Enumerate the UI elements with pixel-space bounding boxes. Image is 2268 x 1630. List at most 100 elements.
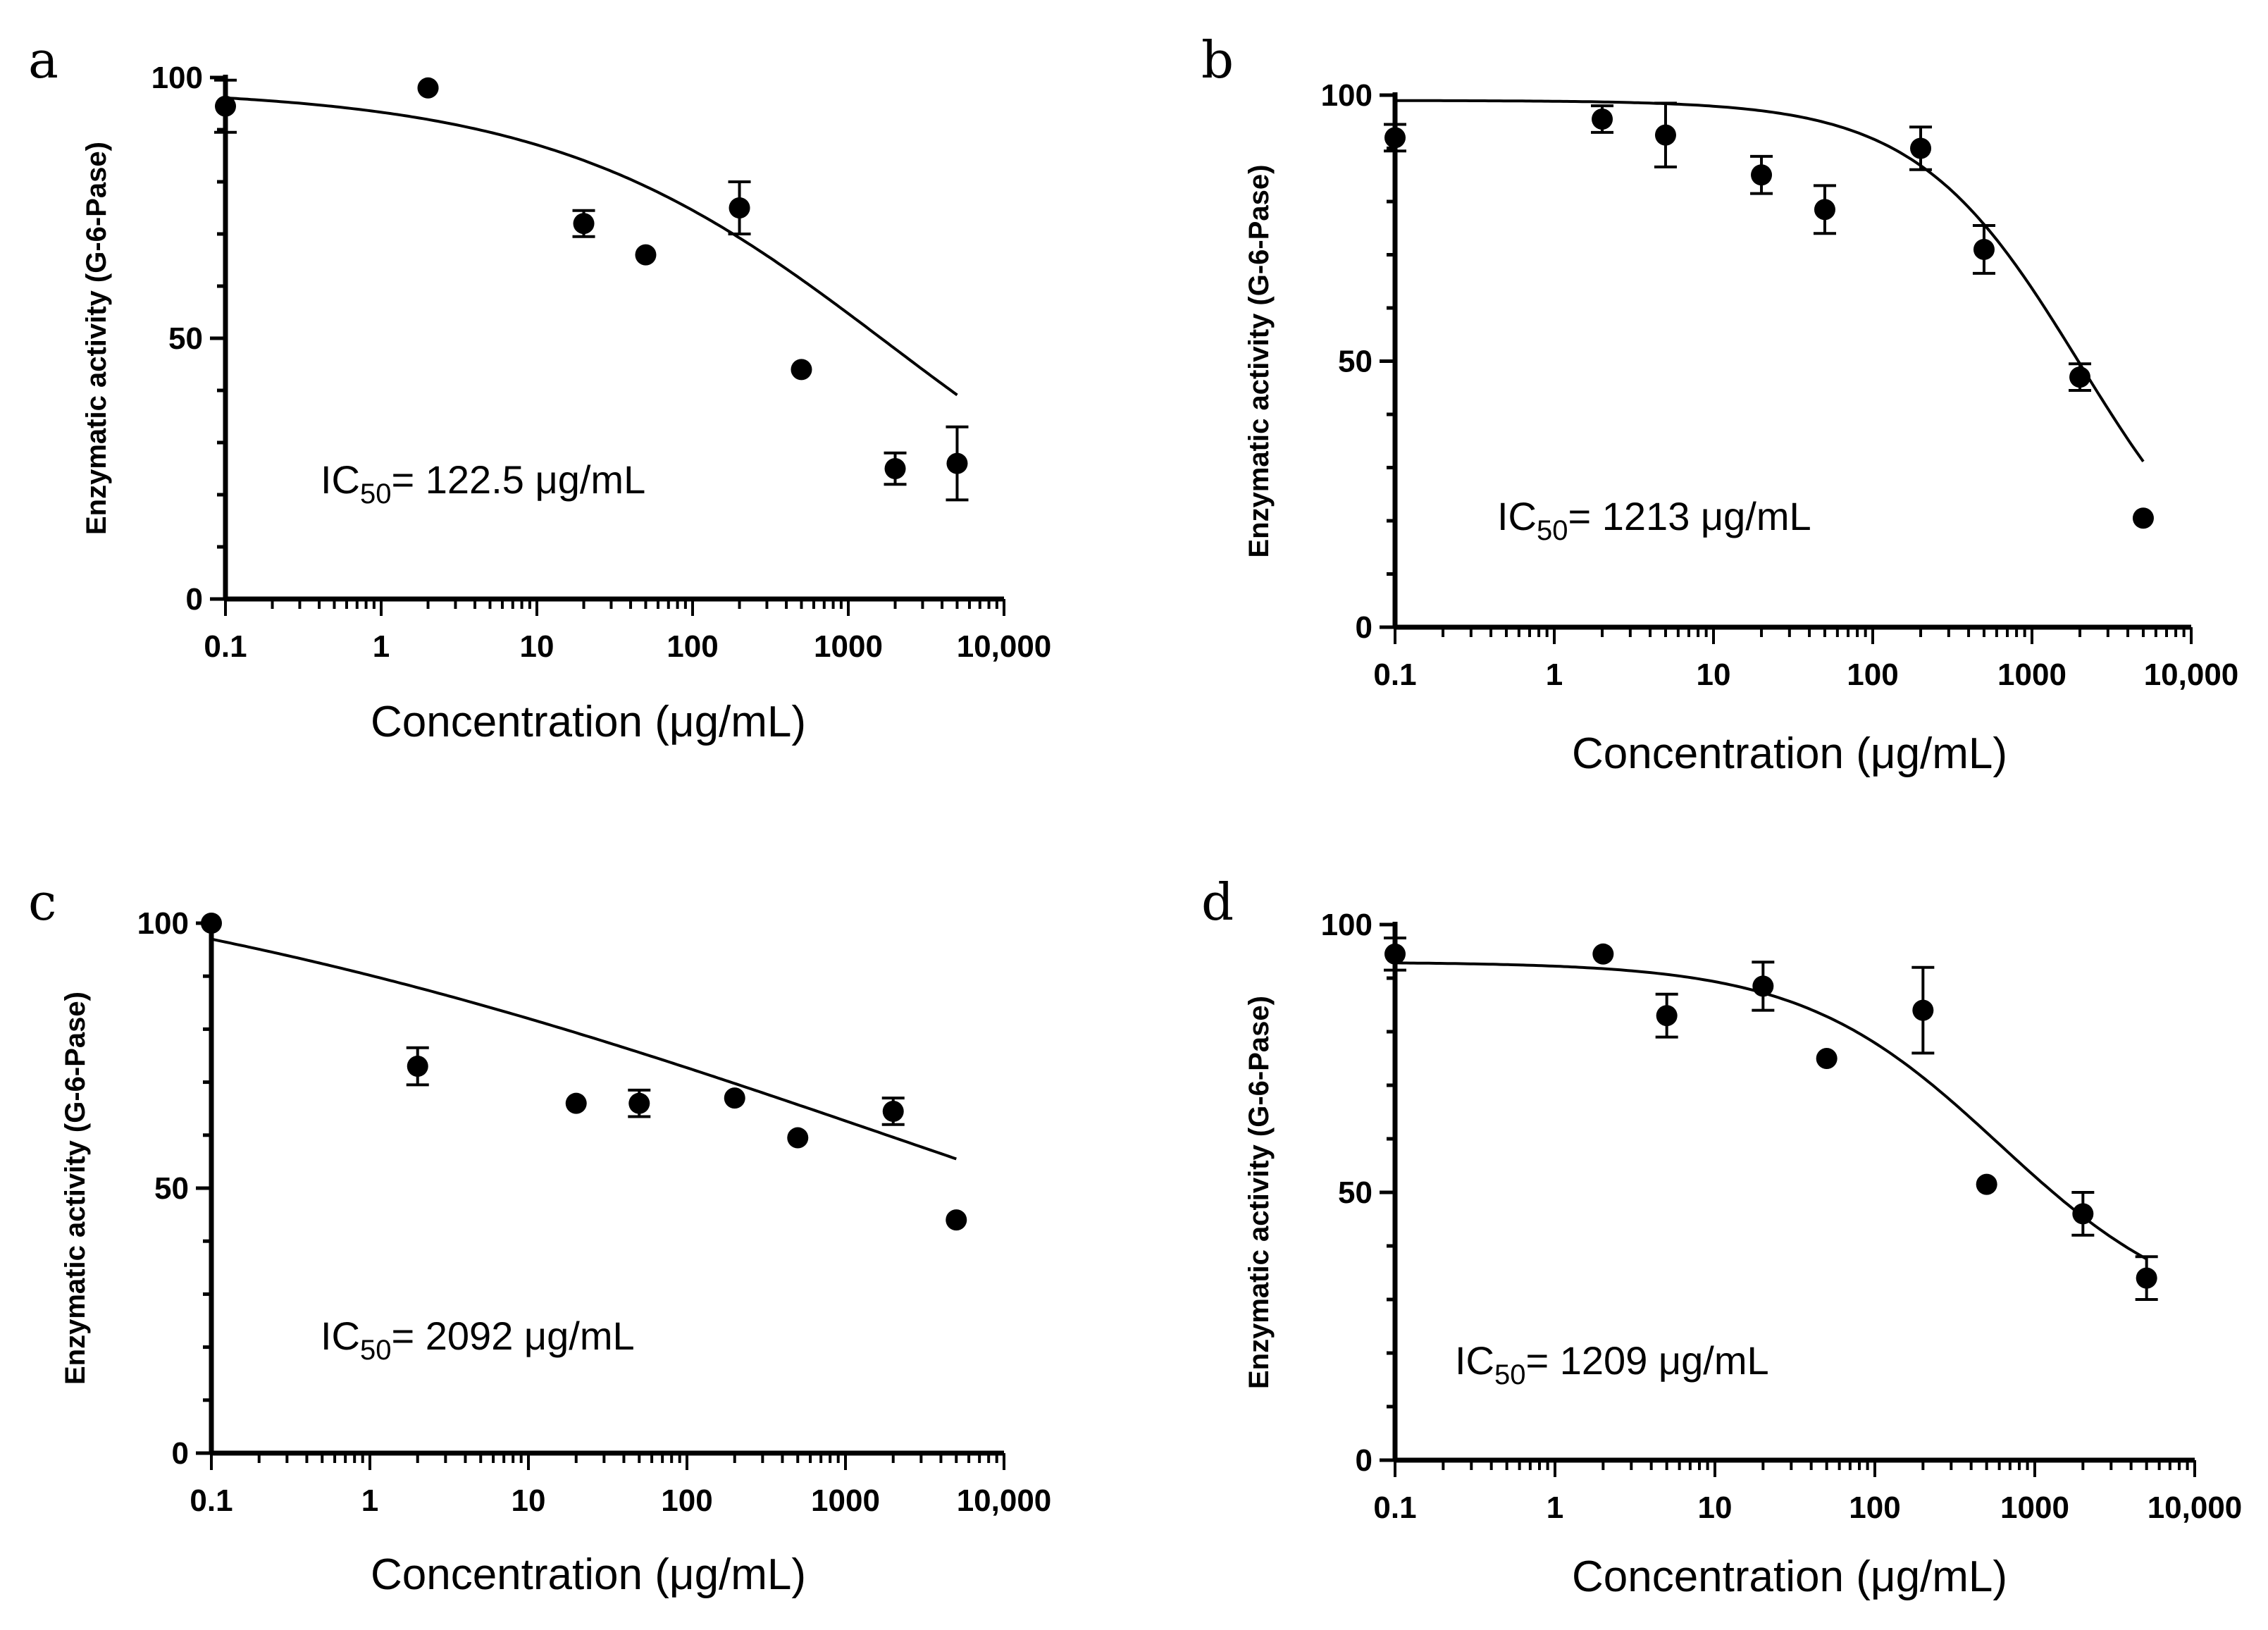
panel-letter: d (1201, 872, 1234, 932)
y-tick-label: 50 (154, 1171, 189, 1206)
data-point (2072, 1203, 2094, 1225)
y-axis-title: Enzymatic activity (G-6-Pase) (60, 992, 91, 1385)
data-point (201, 913, 222, 934)
data-point (1976, 1173, 1997, 1195)
data-point (1816, 1048, 1838, 1069)
y-tick-label: 100 (1321, 78, 1372, 113)
x-tick-label: 10 (512, 1483, 546, 1518)
data-point (724, 1087, 745, 1109)
y-tick-label: 0 (172, 1436, 189, 1471)
x-tick-label: 0.1 (190, 1483, 233, 1518)
x-tick-label: 1 (361, 1483, 378, 1518)
panel-letter: c (28, 872, 56, 932)
x-axis-title: Concentration (μg/mL) (371, 698, 806, 746)
x-tick-label: 0.1 (1373, 1490, 1416, 1525)
y-tick-label: 100 (151, 61, 203, 95)
x-tick-label: 100 (661, 1483, 712, 1518)
x-tick-label: 100 (1849, 1490, 1900, 1525)
data-point (573, 213, 595, 235)
x-tick-label: 1000 (2000, 1490, 2069, 1525)
y-tick-label: 100 (137, 906, 189, 941)
fit-curve (211, 937, 957, 1161)
data-point (1592, 943, 1614, 965)
chart-panel-c: c 0 50 100 0.1 1 10 100 1000 10,000 Concentration … (28, 872, 1051, 1599)
x-tick-label: 10 (520, 629, 554, 664)
data-point (1910, 137, 1932, 159)
y-tick-label: 0 (1356, 1443, 1372, 1478)
data-point (215, 95, 236, 117)
data-point (2136, 1267, 2157, 1289)
y-tick-label: 50 (1338, 345, 1372, 379)
data-point (946, 452, 968, 474)
data-point (2132, 507, 2154, 529)
x-tick-label: 100 (1847, 657, 1898, 692)
y-axis-title: Enzymatic activity (G-6-Pase) (1244, 165, 1275, 558)
x-tick-label: 1000 (811, 1483, 880, 1518)
panel-letter: a (28, 30, 58, 89)
x-tick-label: 10,000 (957, 629, 1052, 664)
data-point (1592, 108, 1613, 130)
fit-curve (225, 96, 958, 397)
data-point (1814, 199, 1835, 221)
data-point (1973, 238, 1995, 260)
chart-panel-d: d 0 50 100 0.1 1 10 100 1000 10,000 Concentration … (1201, 872, 2242, 1601)
data-point (884, 458, 906, 479)
ic50-subscript: 50 (1494, 1359, 1526, 1390)
x-tick-label: 1 (1546, 657, 1563, 692)
y-axis-title: Enzymatic activity (G-6-Pase) (81, 142, 112, 535)
ic50-prefix: IC (321, 457, 360, 502)
data-point (1384, 943, 1406, 965)
x-tick-label: 10,000 (2144, 657, 2239, 692)
ic50-subscript: 50 (1537, 515, 1568, 546)
data-point (882, 1100, 904, 1122)
chart-panel-b: b 0 50 100 0.1 1 10 100 1000 10,000 Concentration … (1201, 30, 2238, 778)
fit-curve (1395, 961, 2148, 1261)
ic50-annotation: IC50= 1209 μg/mL (1455, 1338, 1769, 1390)
ic50-prefix: IC (1497, 494, 1537, 538)
x-axis-title: Concentration (μg/mL) (1572, 1552, 2007, 1601)
x-tick-label: 1000 (814, 629, 883, 664)
x-tick-label: 1000 (1997, 657, 2066, 692)
ic50-subscript: 50 (360, 1335, 392, 1366)
x-tick-label: 10 (1697, 657, 1731, 692)
data-point (2069, 366, 2091, 388)
y-axis-title: Enzymatic activity (G-6-Pase) (1244, 996, 1275, 1389)
y-tick-label: 100 (1321, 908, 1372, 942)
fit-curve (1395, 99, 2145, 463)
data-point (1656, 1005, 1678, 1027)
panel-letter: b (1201, 30, 1234, 89)
data-point (791, 359, 812, 381)
data-point (1654, 124, 1676, 146)
data-point (946, 1209, 967, 1231)
data-point (407, 1056, 428, 1078)
ic50-value: = 1213 μg/mL (1568, 494, 1811, 538)
x-axis-title: Concentration (μg/mL) (1572, 729, 2007, 778)
data-point (1752, 975, 1774, 997)
ic50-subscript: 50 (360, 478, 392, 510)
x-tick-label: 0.1 (1373, 657, 1416, 692)
data-point (787, 1127, 809, 1149)
x-tick-label: 10 (1698, 1490, 1733, 1525)
data-point (417, 77, 439, 99)
ic50-value: = 2092 μg/mL (392, 1314, 635, 1358)
ic50-annotation: IC50= 2092 μg/mL (321, 1314, 635, 1366)
x-tick-label: 10,000 (957, 1483, 1052, 1518)
data-point (1751, 164, 1773, 186)
data-point (628, 1092, 650, 1114)
ic50-prefix: IC (1455, 1338, 1494, 1383)
x-axis-title: Concentration (μg/mL) (371, 1550, 806, 1599)
data-point (565, 1092, 587, 1114)
ic50-value: = 1209 μg/mL (1526, 1338, 1769, 1383)
y-tick-label: 0 (186, 582, 203, 617)
y-tick-label: 50 (1338, 1175, 1372, 1210)
chart-panel-a: a 0 50 100 0.1 1 10 100 1000 10,000 Concentration … (28, 30, 1051, 746)
ic50-value: = 122.5 μg/mL (392, 457, 646, 502)
y-tick-label: 0 (1356, 610, 1372, 645)
data-point (1912, 999, 1934, 1021)
ic50-annotation: IC50= 122.5 μg/mL (321, 457, 645, 510)
ic50-annotation: IC50= 1213 μg/mL (1497, 494, 1811, 546)
x-tick-label: 100 (667, 629, 718, 664)
x-tick-label: 0.1 (204, 629, 247, 664)
data-point (729, 197, 750, 218)
